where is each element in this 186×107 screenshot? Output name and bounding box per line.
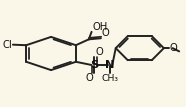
- Text: O: O: [86, 73, 93, 83]
- Text: S: S: [90, 60, 98, 70]
- Text: O: O: [101, 27, 109, 37]
- Text: O: O: [169, 43, 177, 53]
- Text: OH: OH: [92, 22, 107, 31]
- Text: O: O: [95, 47, 103, 57]
- Text: Cl: Cl: [2, 40, 12, 50]
- Text: CH₃: CH₃: [102, 74, 118, 83]
- Text: N: N: [105, 60, 115, 70]
